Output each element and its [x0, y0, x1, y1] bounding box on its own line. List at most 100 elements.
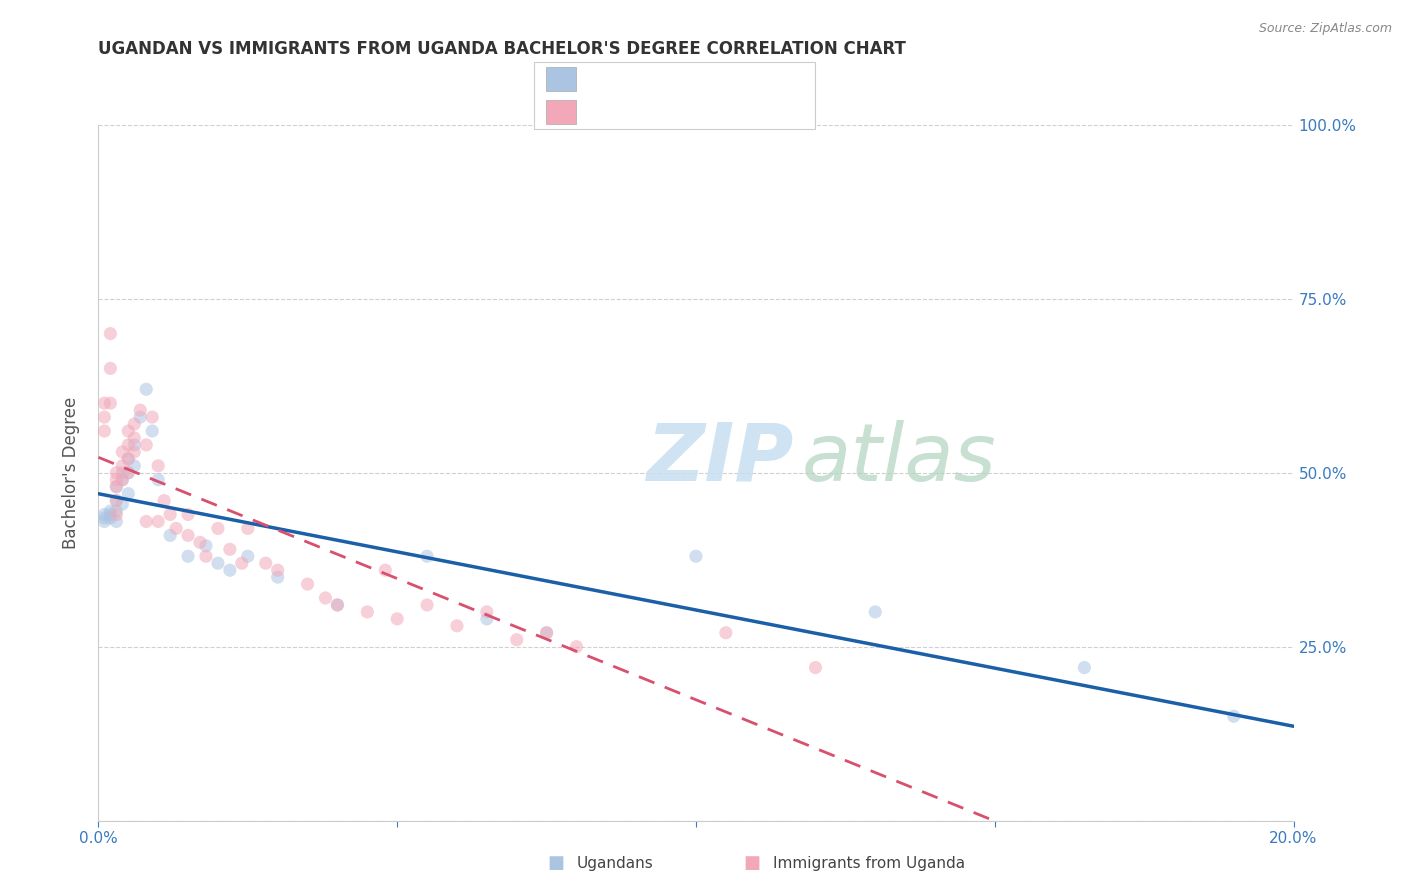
Point [105, 473, 128, 487]
Point [135, 382, 157, 396]
Point [148, 515, 170, 529]
Text: ZIP: ZIP [647, 420, 793, 498]
Point [326, 598, 349, 612]
Text: -0.186: -0.186 [619, 104, 673, 120]
Point [100, 396, 122, 410]
Point [714, 625, 737, 640]
Point [267, 563, 290, 577]
Point [117, 466, 139, 480]
Point [159, 528, 181, 542]
Point [105, 480, 128, 494]
Point [105, 493, 128, 508]
Point [93, 424, 115, 438]
Point [207, 521, 229, 535]
Point [177, 508, 200, 522]
Point [124, 458, 146, 473]
Point [254, 556, 277, 570]
Text: atlas: atlas [801, 420, 997, 498]
Point [117, 424, 139, 438]
Point [536, 625, 558, 640]
Point [93, 410, 115, 425]
Point [195, 549, 218, 564]
FancyBboxPatch shape [546, 67, 576, 91]
Point [129, 410, 152, 425]
Text: Source: ZipAtlas.com: Source: ZipAtlas.com [1258, 22, 1392, 36]
Point [231, 556, 253, 570]
Point [124, 417, 146, 431]
Point [177, 528, 200, 542]
Text: 37: 37 [742, 71, 763, 87]
Point [267, 570, 290, 584]
Point [297, 577, 319, 591]
Point [416, 598, 439, 612]
Point [93, 511, 115, 525]
Text: R =: R = [582, 71, 613, 87]
Point [177, 549, 200, 564]
Point [100, 504, 122, 518]
FancyBboxPatch shape [534, 62, 815, 129]
Point [141, 410, 163, 425]
Point [374, 563, 396, 577]
Point [93, 396, 115, 410]
Point [148, 473, 170, 487]
Point [385, 612, 409, 626]
Point [93, 515, 115, 529]
Point [100, 511, 122, 525]
Text: R =: R = [582, 104, 613, 120]
Point [236, 521, 259, 535]
Point [111, 445, 134, 459]
Point [506, 632, 529, 647]
Point [111, 497, 134, 511]
Point [124, 445, 146, 459]
Text: 54: 54 [742, 104, 763, 120]
Point [159, 508, 181, 522]
Point [100, 326, 122, 341]
Point [446, 619, 468, 633]
Point [356, 605, 378, 619]
Point [117, 451, 139, 466]
Point [536, 625, 558, 640]
Point [124, 438, 146, 452]
Point [219, 563, 242, 577]
Point [315, 591, 337, 605]
Point [105, 493, 128, 508]
Point [124, 431, 146, 445]
Point [111, 466, 134, 480]
Text: Immigrants from Uganda: Immigrants from Uganda [773, 856, 966, 871]
Point [135, 438, 157, 452]
Text: -0.319: -0.319 [619, 71, 673, 87]
Point [195, 539, 218, 553]
Point [1223, 709, 1246, 723]
Point [141, 424, 163, 438]
Point [219, 542, 242, 557]
Point [165, 521, 187, 535]
Point [416, 549, 439, 564]
Point [111, 473, 134, 487]
Text: N =: N = [703, 71, 735, 87]
Point [153, 493, 176, 508]
Point [804, 660, 827, 674]
Point [105, 508, 128, 522]
Point [236, 549, 259, 564]
Point [117, 466, 139, 480]
Point [111, 458, 134, 473]
Point [117, 486, 139, 500]
Point [117, 451, 139, 466]
Text: UGANDAN VS IMMIGRANTS FROM UGANDA BACHELOR'S DEGREE CORRELATION CHART: UGANDAN VS IMMIGRANTS FROM UGANDA BACHEL… [98, 40, 907, 58]
Point [685, 549, 707, 564]
Text: ■: ■ [547, 855, 564, 872]
Point [100, 508, 122, 522]
Point [565, 640, 588, 654]
Point [188, 535, 211, 549]
Point [100, 361, 122, 376]
Point [1073, 660, 1095, 674]
Text: N =: N = [703, 104, 735, 120]
FancyBboxPatch shape [546, 100, 576, 124]
Point [111, 473, 134, 487]
Point [105, 515, 128, 529]
Y-axis label: Bachelor's Degree: Bachelor's Degree [62, 397, 80, 549]
Text: Ugandans: Ugandans [576, 856, 654, 871]
Point [129, 403, 152, 417]
Point [865, 605, 887, 619]
Point [105, 504, 128, 518]
